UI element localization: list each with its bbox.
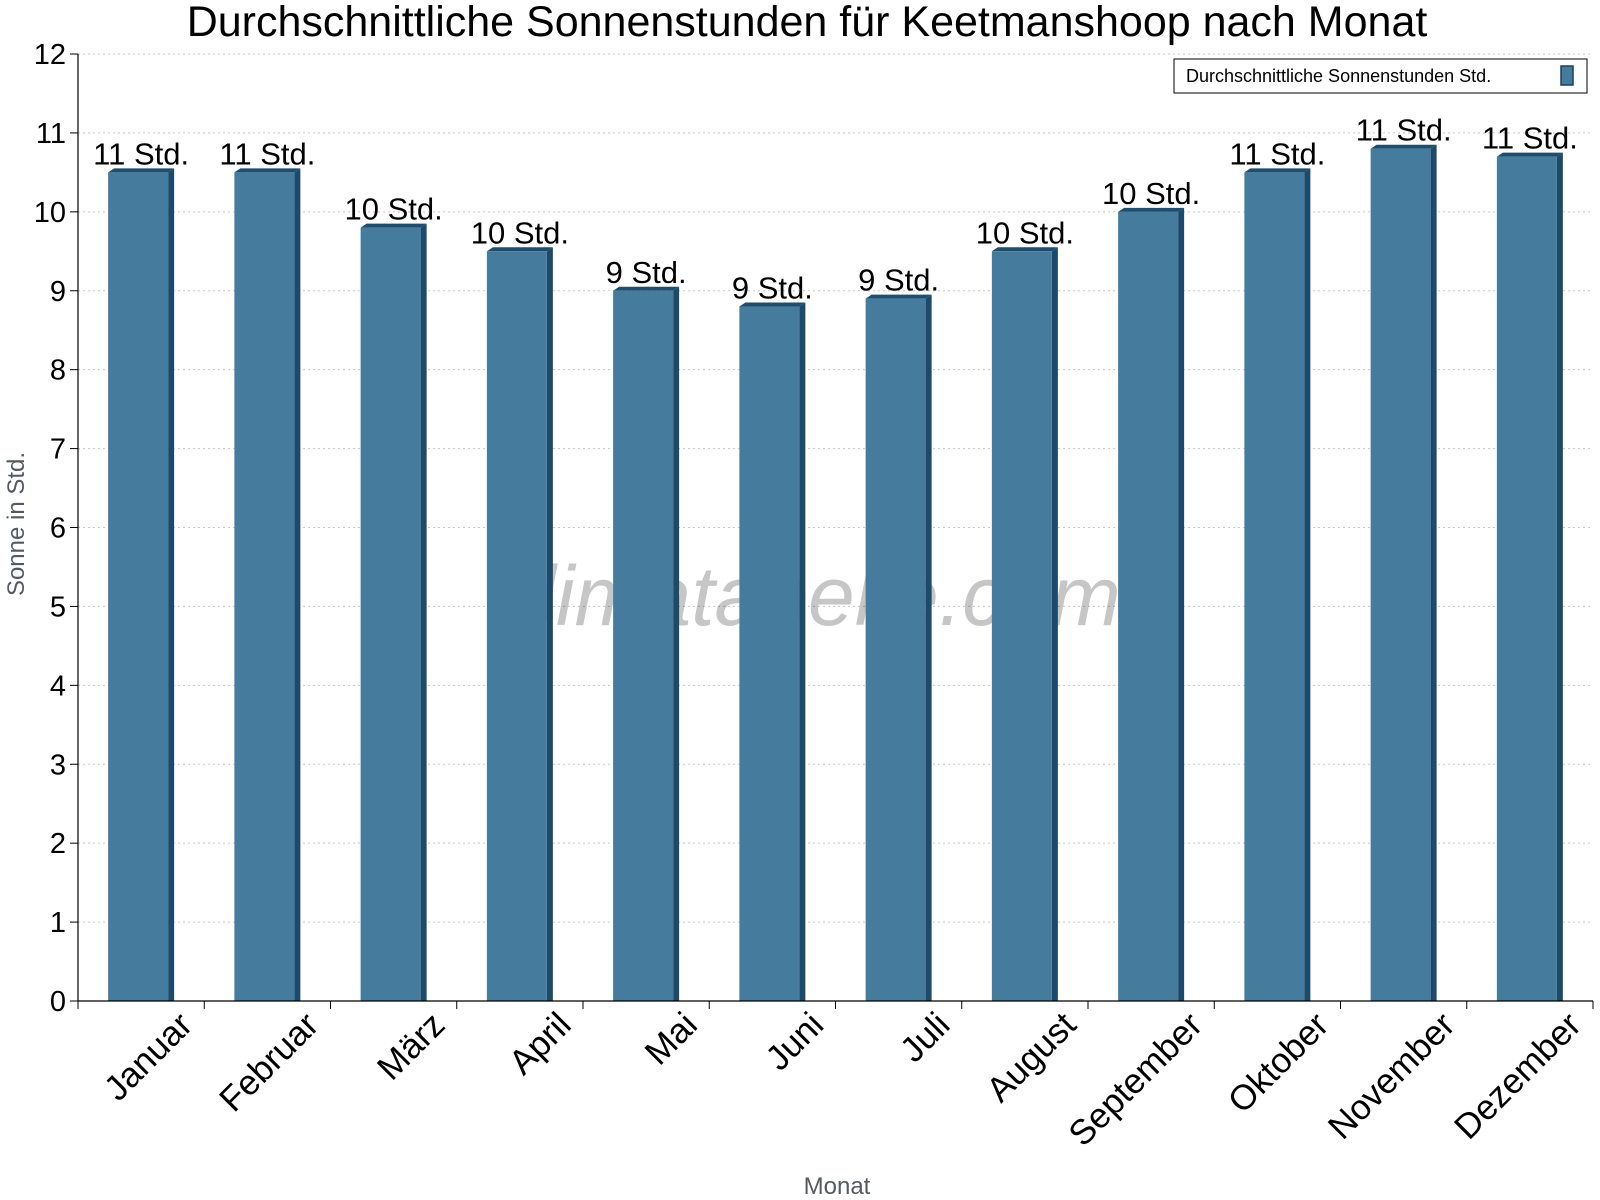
bar-front bbox=[234, 172, 295, 1001]
y-tick-label: 2 bbox=[50, 828, 66, 860]
axes bbox=[77, 54, 1594, 1009]
data-labels: 11 Std. 11 Std. 10 Std. 10 Std. 9 Std. 9 Std.… bbox=[93, 113, 1578, 306]
bar bbox=[865, 294, 932, 1001]
bars bbox=[108, 144, 1563, 1002]
bar-top bbox=[1370, 144, 1437, 149]
bar bbox=[108, 168, 175, 1001]
x-tick-label: März bbox=[370, 1005, 453, 1088]
x-tick-label: Juni bbox=[758, 1005, 831, 1078]
bar-front bbox=[486, 251, 547, 1001]
legend: Durchschnittliche Sonnenstunden Std. bbox=[1173, 58, 1588, 94]
y-tick-label: 0 bbox=[50, 986, 66, 1018]
y-tick-label: 9 bbox=[50, 276, 66, 308]
bar bbox=[360, 223, 427, 1001]
bar-side bbox=[1178, 207, 1185, 1002]
bar-front bbox=[1370, 148, 1431, 1001]
x-tick-label: Dezember bbox=[1447, 1005, 1589, 1147]
bar-side bbox=[1051, 247, 1058, 1001]
chart-title: Durchschnittliche Sonnenstunden für Keet… bbox=[187, 0, 1428, 46]
bar-side bbox=[420, 223, 427, 1001]
bar-side bbox=[799, 302, 806, 1001]
data-label: 9 Std. bbox=[858, 263, 939, 298]
bar-top bbox=[1118, 207, 1185, 212]
bar-top bbox=[865, 294, 932, 299]
bar-side bbox=[1556, 152, 1563, 1001]
data-label: 10 Std. bbox=[345, 192, 443, 227]
grid-lines bbox=[70, 53, 1593, 1002]
bar-front bbox=[360, 227, 421, 1001]
bar-top bbox=[739, 302, 806, 307]
y-tick-label: 5 bbox=[50, 591, 66, 623]
bar-front bbox=[613, 290, 674, 1001]
data-label: 11 Std. bbox=[93, 136, 189, 171]
data-label: 9 Std. bbox=[732, 271, 813, 306]
y-tick-label: 11 bbox=[36, 118, 66, 150]
y-tick-label: 8 bbox=[50, 355, 66, 387]
bar-front bbox=[991, 251, 1052, 1001]
data-label: 9 Std. bbox=[606, 255, 687, 290]
bar-side bbox=[673, 286, 680, 1001]
bar-top bbox=[991, 247, 1058, 252]
legend-box bbox=[1173, 58, 1588, 94]
y-tick-label: 1 bbox=[50, 907, 66, 939]
bar-top bbox=[613, 286, 680, 291]
data-label: 11 Std. bbox=[1482, 121, 1578, 156]
x-tick-label: September bbox=[1061, 1005, 1210, 1154]
bar-front bbox=[1244, 172, 1305, 1001]
data-label: 11 Std. bbox=[219, 136, 315, 171]
x-tick-label: Oktober bbox=[1221, 1005, 1337, 1121]
data-label: 10 Std. bbox=[976, 215, 1074, 250]
bar-side bbox=[294, 168, 301, 1001]
bar-side bbox=[546, 247, 553, 1001]
bar-side bbox=[168, 168, 175, 1001]
data-label: 10 Std. bbox=[471, 215, 569, 250]
x-tick-label: November bbox=[1321, 1005, 1463, 1147]
bar-front bbox=[1496, 156, 1557, 1001]
bar bbox=[234, 168, 301, 1001]
bar-front bbox=[1118, 211, 1179, 1002]
bar-top bbox=[1496, 152, 1563, 157]
bar-front bbox=[739, 306, 800, 1001]
bar bbox=[613, 286, 680, 1001]
bar-side bbox=[1430, 144, 1437, 1001]
bar-top bbox=[234, 168, 301, 173]
x-tick-label: Februar bbox=[212, 1005, 326, 1119]
bar-top bbox=[486, 247, 553, 252]
bar bbox=[739, 302, 806, 1001]
y-tick-label: 7 bbox=[50, 434, 66, 466]
bar-top bbox=[360, 223, 427, 228]
y-tick-label: 6 bbox=[50, 513, 66, 545]
y-tick-label: 4 bbox=[50, 670, 66, 702]
x-tick-label: Juli bbox=[893, 1005, 958, 1070]
bar bbox=[1118, 207, 1185, 1002]
x-tick-label: August bbox=[979, 1005, 1084, 1110]
bar bbox=[1370, 144, 1437, 1001]
legend-swatch bbox=[1560, 65, 1574, 86]
bar-front bbox=[108, 172, 169, 1001]
data-label: 11 Std. bbox=[1229, 136, 1325, 171]
bar bbox=[1496, 152, 1563, 1001]
x-tick-label: Mai bbox=[637, 1005, 704, 1072]
bar bbox=[1244, 168, 1311, 1001]
y-tick-label: 10 bbox=[34, 197, 66, 229]
data-label: 11 Std. bbox=[1356, 113, 1452, 148]
y-axis-label: Sonne in Std. bbox=[3, 452, 30, 596]
x-tick-label: April bbox=[502, 1005, 579, 1082]
x-tick-labels: Januar Februar März April Mai Juni Juli AugustS… bbox=[97, 1005, 1589, 1154]
legend-label: Durchschnittliche Sonnenstunden Std. bbox=[1186, 66, 1491, 86]
bar-top bbox=[108, 168, 175, 173]
bar-top bbox=[1244, 168, 1311, 173]
bar bbox=[486, 247, 553, 1001]
data-label: 10 Std. bbox=[1102, 176, 1200, 211]
x-axis-label: Monat bbox=[804, 1173, 871, 1200]
y-tick-label: 3 bbox=[50, 749, 66, 781]
bar bbox=[991, 247, 1058, 1001]
y-tick-label: 12 bbox=[34, 39, 66, 71]
bar-side bbox=[925, 294, 932, 1001]
bar-front bbox=[865, 298, 926, 1001]
x-tick-label: Januar bbox=[97, 1005, 200, 1108]
bar-side bbox=[1304, 168, 1311, 1001]
